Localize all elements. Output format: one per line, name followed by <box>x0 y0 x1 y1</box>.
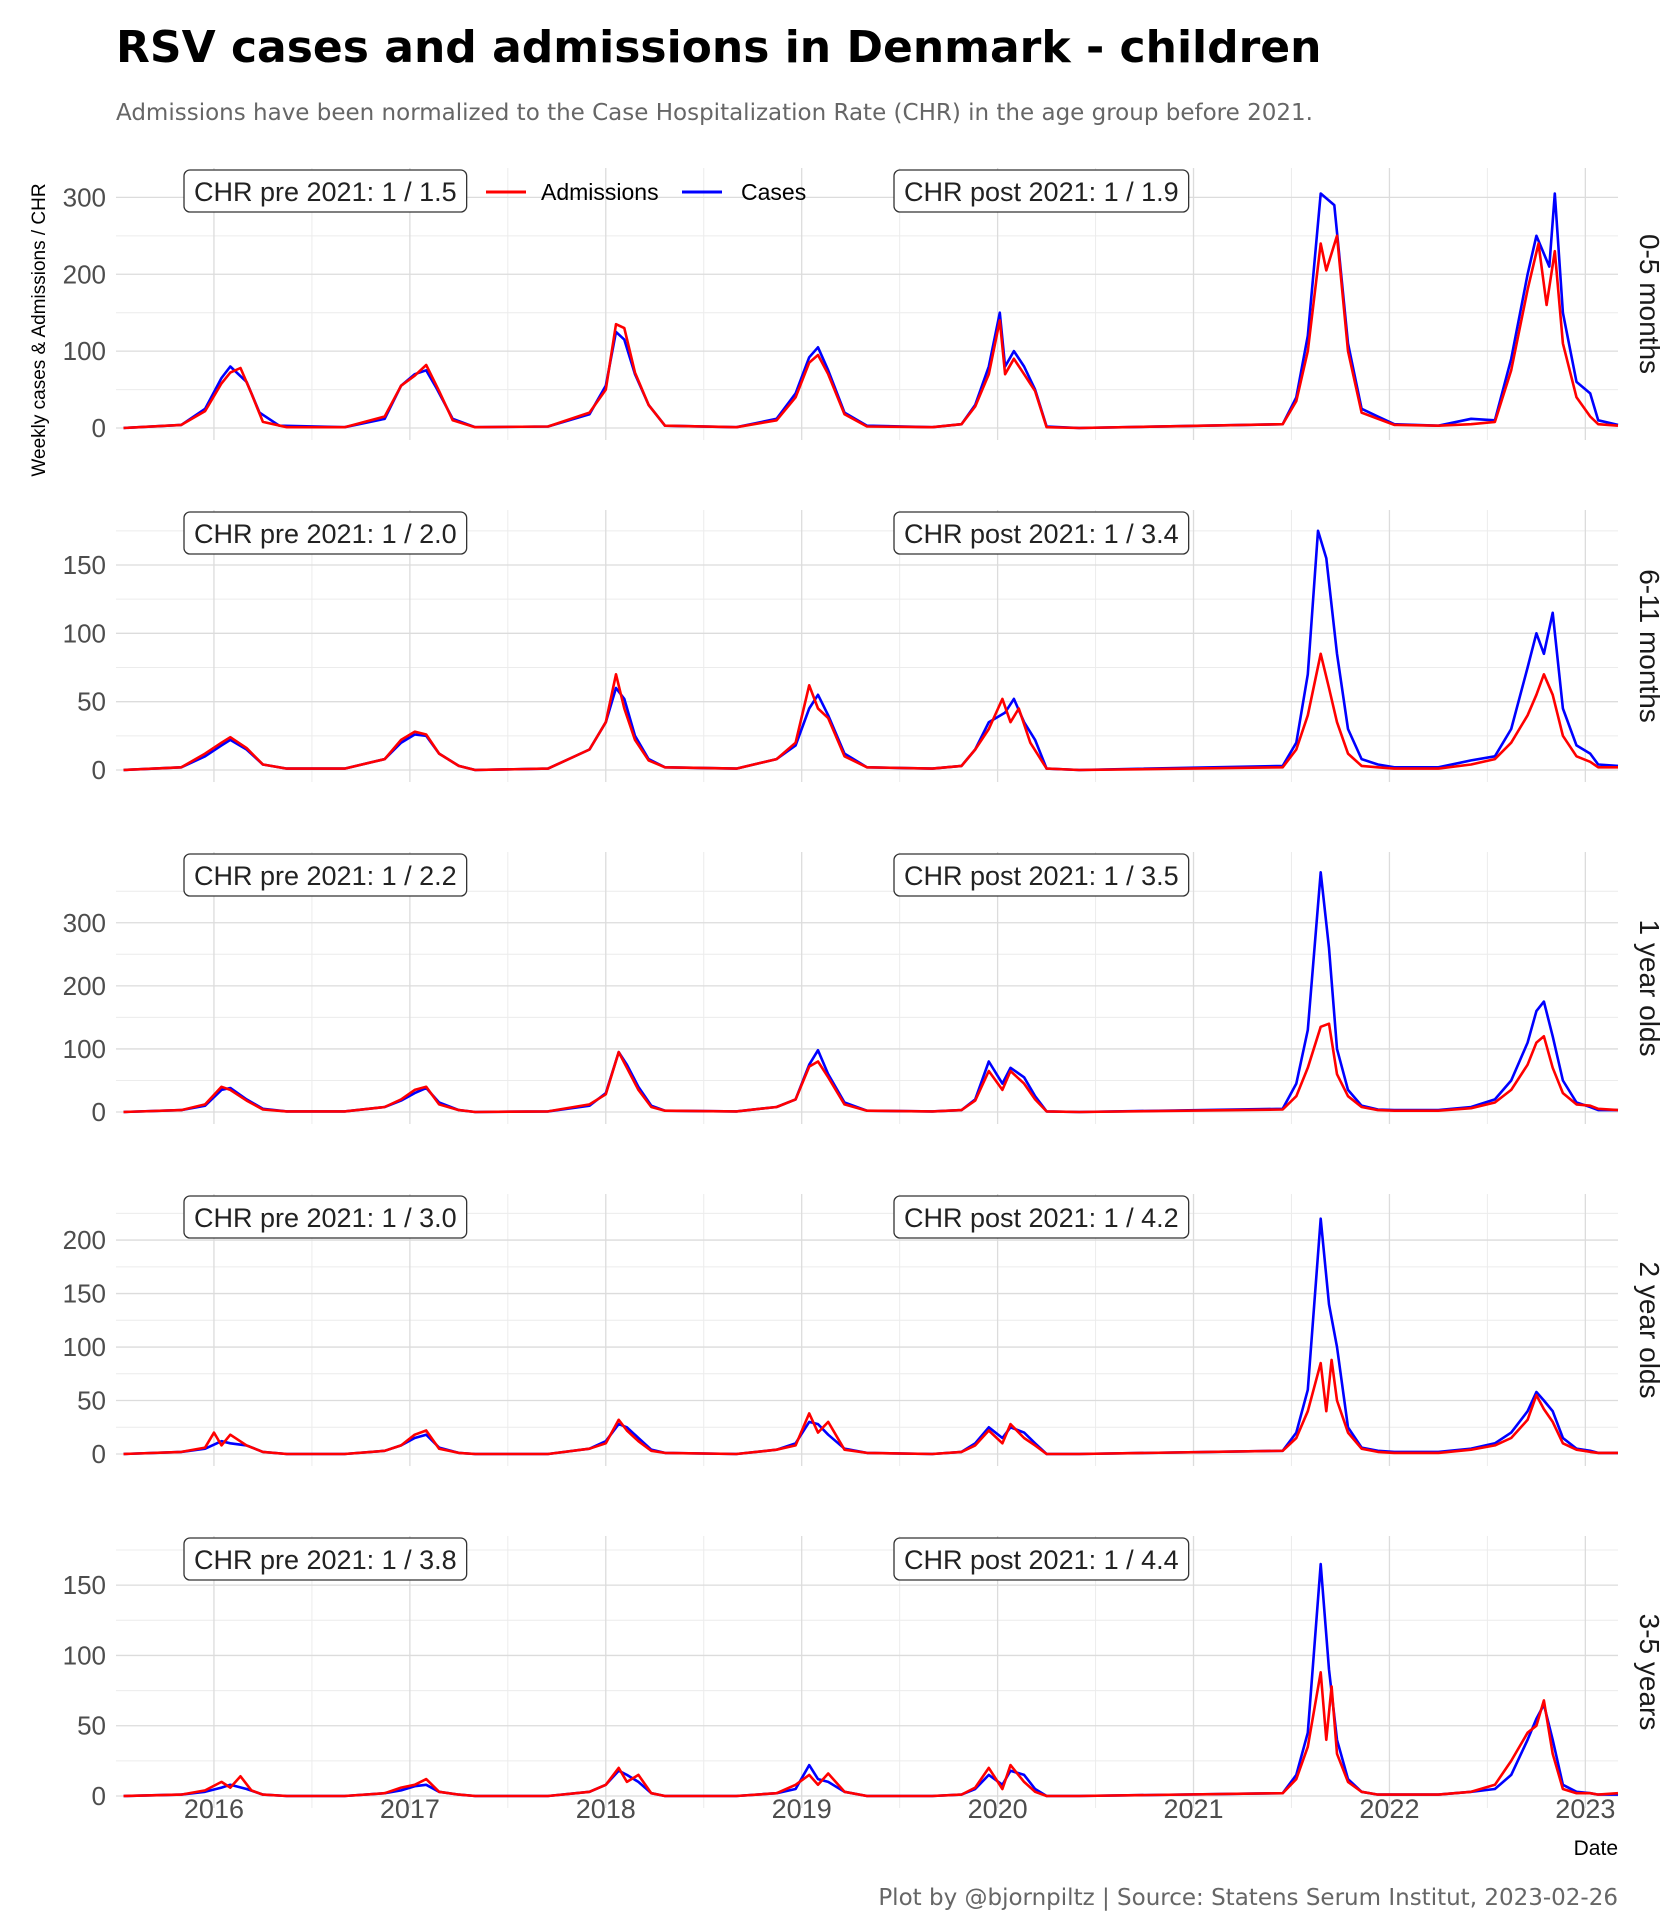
y-tick-label: 150 <box>63 550 106 580</box>
x-tick-label: 2022 <box>1359 1794 1419 1824</box>
series-line-admissions <box>123 1022 1619 1114</box>
chr-pre-label: CHR pre 2021: 1 / 2.2 <box>194 861 457 891</box>
chr-post-label: CHR post 2021: 1 / 1.9 <box>904 177 1179 207</box>
y-tick-label: 50 <box>77 1386 106 1416</box>
chr-post-box <box>893 1195 1190 1239</box>
chr-pre-label: CHR pre 2021: 1 / 1.5 <box>194 177 457 207</box>
series-line-cases <box>123 871 1618 1114</box>
y-tick-label: 200 <box>63 971 106 1001</box>
y-tick-label: 300 <box>63 182 106 212</box>
y-tick-label: 50 <box>77 687 106 717</box>
y-tick-label: 0 <box>92 1097 106 1127</box>
y-tick-label: 100 <box>63 336 106 366</box>
y-tick-label: 100 <box>63 1640 106 1670</box>
legend-admissions-label: Admissions <box>541 179 659 205</box>
y-tick-label: 100 <box>63 1034 106 1064</box>
legend-cases-label: Cases <box>741 179 806 205</box>
panel-3: 0 50 100 150 200 CHR pre 2021: 1 / 3.0 CHR pos… <box>63 1194 1665 1469</box>
y-tick-label: 0 <box>92 1439 106 1469</box>
y-tick-label: 200 <box>63 259 106 289</box>
x-axis-label: Date <box>1574 1837 1618 1860</box>
facet-strip-label: 3-5 years <box>1634 1614 1665 1731</box>
y-tick-label: 300 <box>63 908 106 938</box>
x-tick-label: 2021 <box>1163 1794 1223 1824</box>
chr-post-box <box>893 1537 1190 1581</box>
x-tick-label: 2017 <box>380 1794 440 1824</box>
x-tick-label: 2016 <box>184 1794 244 1824</box>
facet-strip-label: 1 year olds <box>1634 920 1665 1057</box>
legend: Admissions Cases <box>486 179 806 205</box>
x-tick-label: 2020 <box>968 1794 1028 1824</box>
chart-title: RSV cases and admissions in Denmark - ch… <box>116 22 1321 73</box>
x-axis-ticks: 2016 2017 2018 2019 2020 2021 2022 2023 <box>184 1794 1615 1824</box>
chr-pre-box <box>183 511 468 555</box>
series-line-admissions <box>123 1358 1618 1456</box>
y-tick-label: 0 <box>92 1781 106 1811</box>
chr-post-label: CHR post 2021: 1 / 3.5 <box>904 861 1179 891</box>
chart-subtitle: Admissions have been normalized to the C… <box>116 100 1313 126</box>
chr-pre-label: CHR pre 2021: 1 / 3.0 <box>194 1203 457 1233</box>
chr-pre-box <box>183 169 468 213</box>
x-tick-label: 2019 <box>772 1794 832 1824</box>
series-line-cases <box>123 1217 1618 1456</box>
y-tick-label: 100 <box>63 618 106 648</box>
y-tick-label: 150 <box>63 1279 106 1309</box>
chr-pre-box <box>183 853 468 897</box>
y-tick-label: 100 <box>63 1332 106 1362</box>
panel-2: 0 100 200 300 CHR pre 2021: 1 / 2.2 CHR post … <box>63 852 1665 1127</box>
y-tick-label: 0 <box>92 755 106 785</box>
facet-strip-label: 6-11 months <box>1634 569 1665 723</box>
series-line-cases <box>123 529 1619 772</box>
panel-1: 0 50 100 150 CHR pre 2021: 1 / 2.0 CHR post 2… <box>63 510 1665 785</box>
y-axis-label: Weekly cases & Admissions / CHR <box>29 183 50 476</box>
y-tick-label: 50 <box>77 1711 106 1741</box>
y-tick-label: 200 <box>63 1225 106 1255</box>
facet-strip-label: 2 year olds <box>1634 1262 1665 1399</box>
chr-pre-box <box>183 1537 468 1581</box>
x-tick-label: 2023 <box>1555 1794 1615 1824</box>
chr-pre-box <box>183 1195 468 1239</box>
y-tick-label: 0 <box>92 413 106 443</box>
chr-post-label: CHR post 2021: 1 / 4.2 <box>904 1203 1179 1233</box>
panels: 0 100 200 300 CHR pre 2021: 1 / 1.5 CHR post … <box>63 168 1665 1811</box>
series-line-admissions <box>123 234 1619 430</box>
series-line-admissions <box>123 1671 1619 1798</box>
facet-strip-label: 0-5 months <box>1634 234 1665 374</box>
series-line-admissions <box>123 652 1618 772</box>
chr-post-box <box>893 169 1190 213</box>
chr-post-box <box>893 853 1190 897</box>
chr-post-box <box>893 511 1190 555</box>
panel-4: 0 50 100 150 CHR pre 2021: 1 / 3.8 CHR post 2… <box>63 1536 1665 1811</box>
chr-pre-label: CHR pre 2021: 1 / 3.8 <box>194 1545 457 1575</box>
panel-0: 0 100 200 300 CHR pre 2021: 1 / 1.5 CHR post … <box>63 168 1665 443</box>
chr-pre-label: CHR pre 2021: 1 / 2.0 <box>194 519 457 549</box>
series-line-cases <box>123 192 1619 430</box>
chart-caption: Plot by @bjornpiltz | Source: Statens Se… <box>878 1885 1618 1911</box>
chr-post-label: CHR post 2021: 1 / 4.4 <box>904 1545 1179 1575</box>
chr-post-label: CHR post 2021: 1 / 3.4 <box>904 519 1179 549</box>
x-tick-label: 2018 <box>576 1794 636 1824</box>
y-tick-label: 150 <box>63 1570 106 1600</box>
